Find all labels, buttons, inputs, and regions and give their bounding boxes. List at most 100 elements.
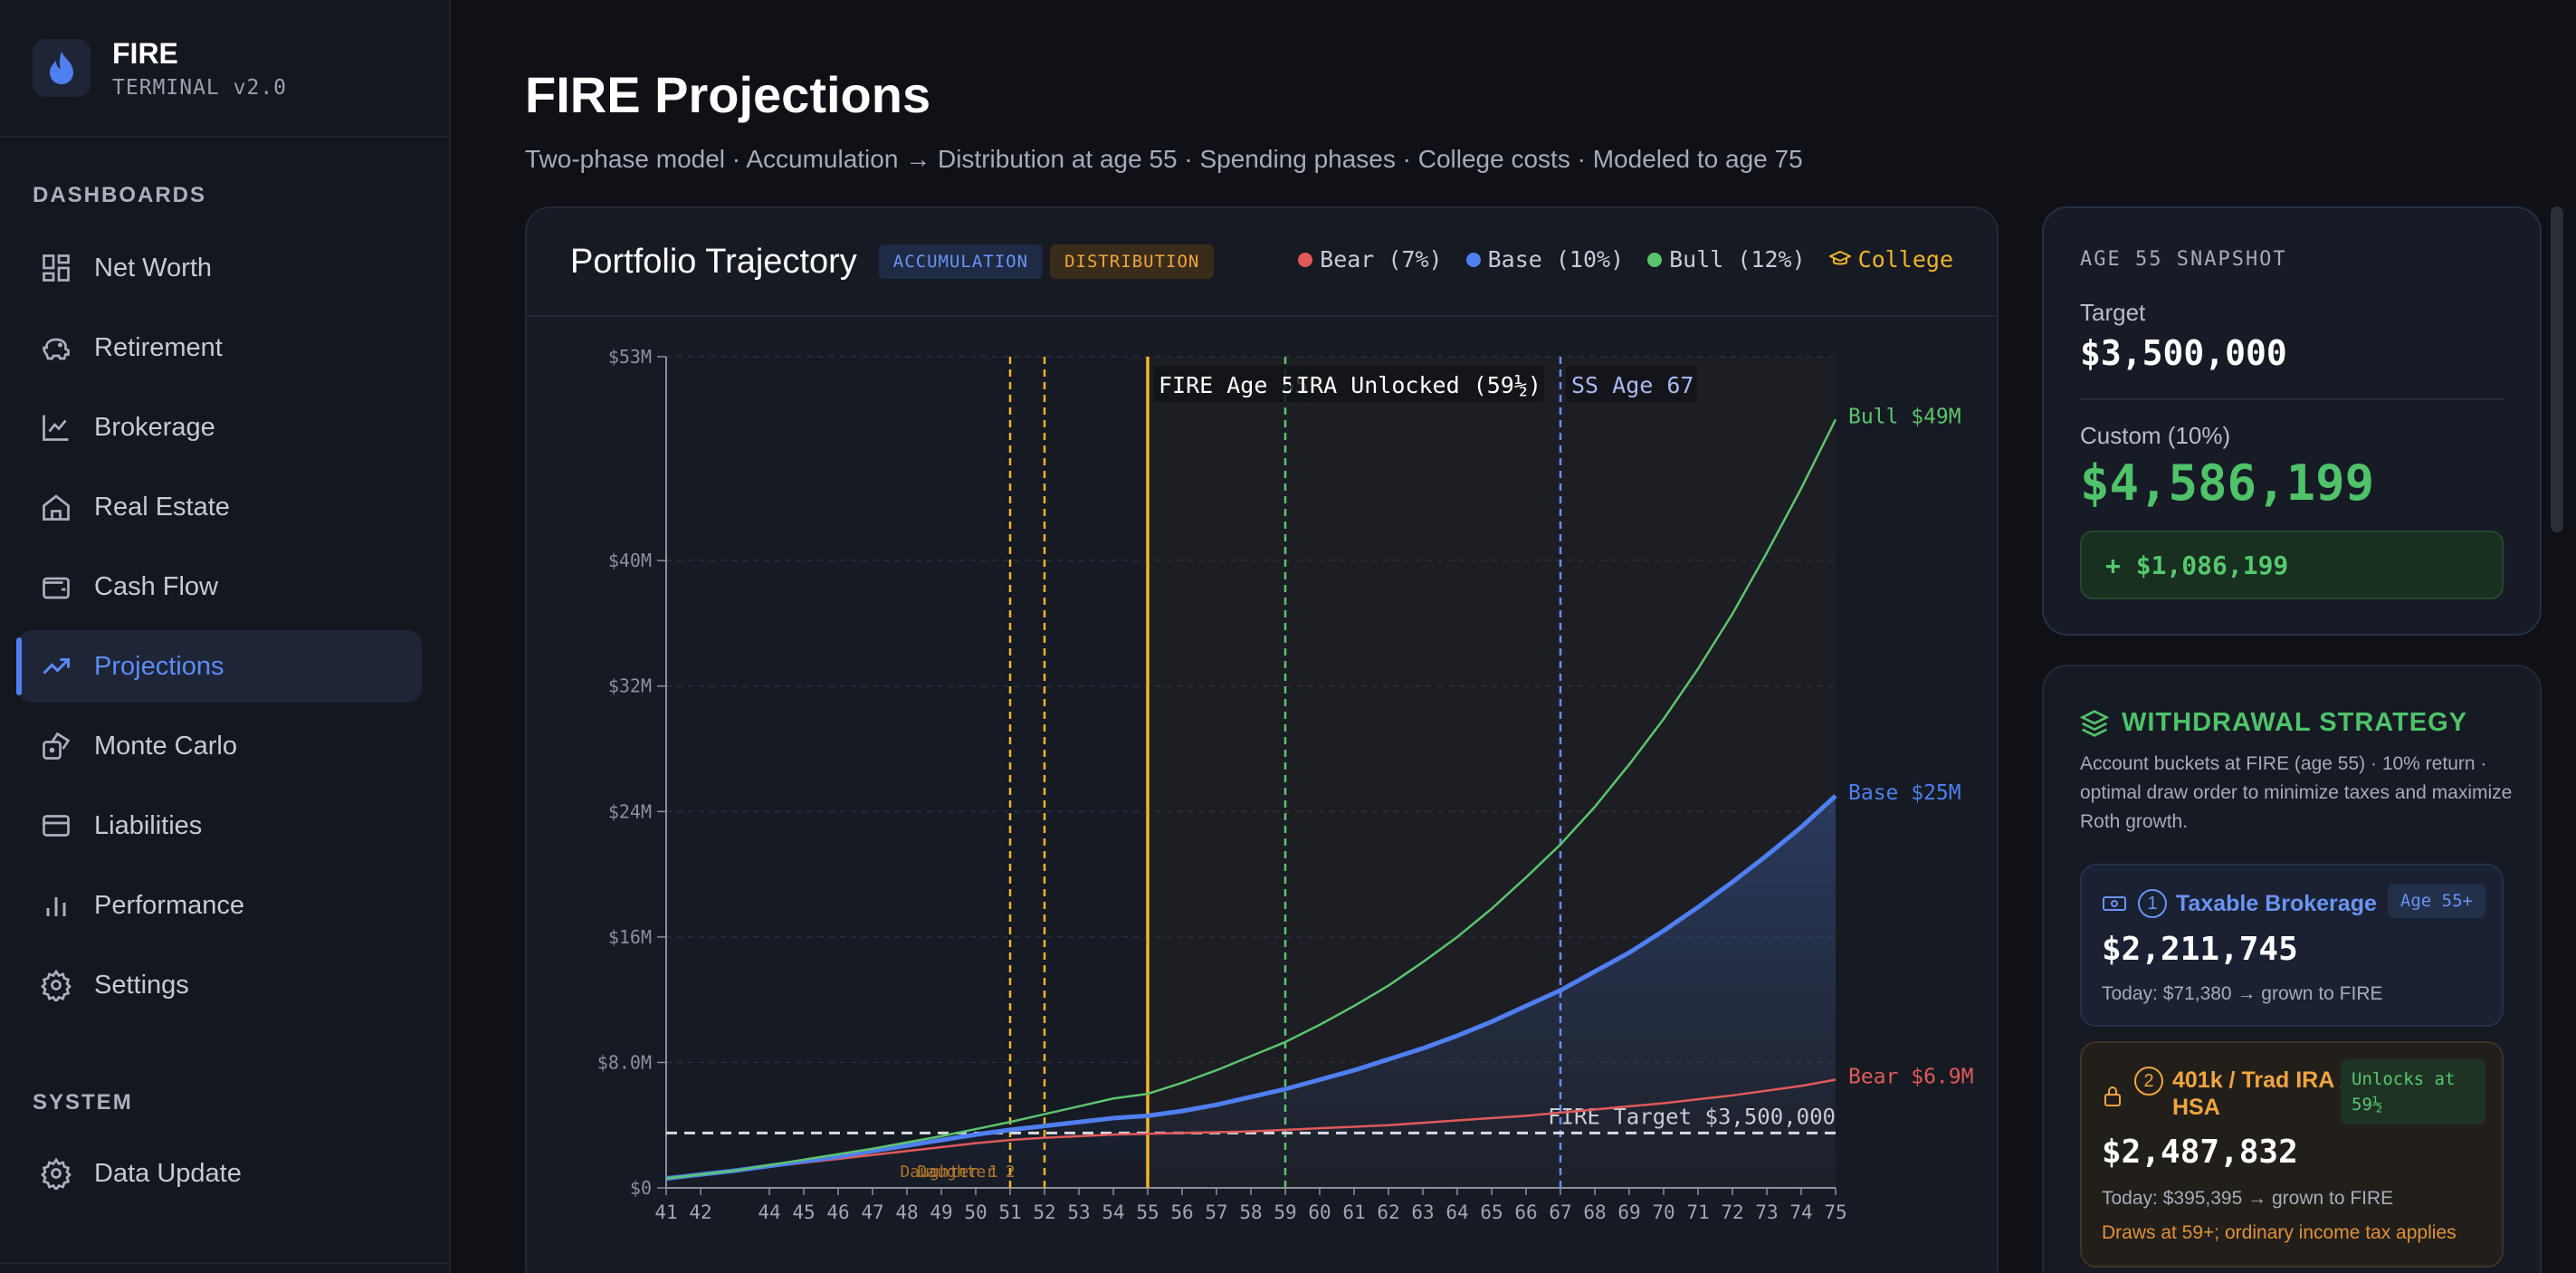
trajectory-chart: $0 $8.0M $16M $24M $32M $40M $53M 41 42 44 45 46 47 4… <box>597 346 1974 1223</box>
x-tick-label: 45 <box>792 1201 815 1223</box>
page-subtitle: Two-phase model · Accumulation → Distrib… <box>525 145 1803 173</box>
sidebar-item-settings[interactable]: Settings <box>18 949 422 1021</box>
sidebar-item-label: Performance <box>94 890 245 920</box>
legend-bull[interactable]: Bull (12%) <box>1647 246 1806 273</box>
credit-card-icon <box>43 815 70 837</box>
sidebar-item-label: Liabilities <box>94 810 203 840</box>
x-tick-label: 55 <box>1136 1201 1159 1223</box>
y-tick-label: $24M <box>608 800 652 822</box>
sidebar-item-brokerage[interactable]: Brokerage <box>18 391 422 464</box>
sidebar-item-retirement[interactable]: Retirement <box>18 311 422 384</box>
sidebar: FIRE TERMINAL v2.0 DASHBOARDS Net Worth … <box>0 0 451 1273</box>
bucket-badge: Age 55+ <box>2387 884 2485 918</box>
page-title: FIRE Projections <box>525 66 931 123</box>
legend-college[interactable]: College <box>1828 246 1953 273</box>
bucket-today: Today: $71,380 → grown to FIRE <box>2102 983 2383 1004</box>
x-tick-label: 65 <box>1480 1201 1503 1223</box>
legend-dot <box>1298 252 1313 267</box>
sidebar-item-label: Brokerage <box>94 412 215 442</box>
sidebar-item-cash-flow[interactable]: Cash Flow <box>18 550 422 623</box>
x-tick-label: 62 <box>1377 1201 1399 1223</box>
grid-icon <box>43 254 70 282</box>
sidebar-item-net-worth[interactable]: Net Worth <box>18 232 422 304</box>
graduation-cap-icon <box>1828 250 1851 264</box>
x-tick-label: 70 <box>1652 1201 1674 1223</box>
brand-title: FIRE <box>112 36 178 70</box>
series-end-label: Bear $6.9M <box>1848 1065 1973 1088</box>
lock-icon <box>2104 1086 2121 1106</box>
sidebar-item-label: Settings <box>94 970 189 1000</box>
x-tick-label: 51 <box>998 1201 1021 1223</box>
portfolio-trajectory-card: Portfolio Trajectory ACCUMULATION DISTRI… <box>525 206 1999 1273</box>
x-tick-label: 47 <box>861 1201 883 1223</box>
series-line-0 <box>665 1078 1837 1180</box>
series-line-2 <box>665 418 1837 1180</box>
legend-bear[interactable]: Bear (7%) <box>1298 246 1443 273</box>
layers-icon <box>2080 709 2109 737</box>
custom-label: Custom (10%) <box>2080 422 2231 449</box>
x-tick-label: 67 <box>1549 1201 1571 1223</box>
bucket-header: 2 401k / Trad IRA / HSA <box>2102 1067 2371 1121</box>
withdrawal-strategy-card: WITHDRAWAL STRATEGY Account buckets at F… <box>2042 665 2542 1273</box>
bucket-note: Draws at 59+; ordinary income tax applie… <box>2102 1222 2457 1243</box>
sidebar-item-performance[interactable]: Performance <box>18 869 422 942</box>
snapshot-label: AGE 55 SNAPSHOT <box>2080 248 2287 271</box>
piggy-bank-icon <box>43 338 70 360</box>
x-tick-label: 69 <box>1617 1201 1640 1223</box>
legend-dot <box>1465 252 1481 267</box>
x-tick-label: 54 <box>1102 1201 1124 1223</box>
series-end-label: Base $25M <box>1848 781 1961 805</box>
cash-icon <box>2103 896 2126 911</box>
college-label: Daughter 1 <box>900 1163 997 1182</box>
legend-dot <box>1647 252 1663 267</box>
x-tick-label: 42 <box>689 1201 711 1223</box>
gear-icon <box>41 1157 72 1190</box>
y-tick-label: $40M <box>608 550 652 571</box>
legend-label: Base (10%) <box>1487 246 1625 273</box>
target-label: Target <box>2080 299 2146 326</box>
dice-icon <box>43 732 71 760</box>
withdrawal-title: WITHDRAWAL STRATEGY <box>2122 708 2468 737</box>
withdrawal-header: WITHDRAWAL STRATEGY <box>2080 708 2467 738</box>
age-55-snapshot-card: AGE 55 SNAPSHOT Target $3,500,000 Custom… <box>2042 206 2542 636</box>
bucket-401k-ira-hsa[interactable]: 2 401k / Trad IRA / HSA Unlocks at 59½ $… <box>2080 1041 2504 1268</box>
bucket-taxable-brokerage[interactable]: 1 Taxable Brokerage Age 55+ $2,211,745 T… <box>2080 864 2504 1027</box>
legend-base[interactable]: Base (10%) <box>1465 246 1625 273</box>
sidebar-item-label: Cash Flow <box>94 571 218 601</box>
bucket-value: $2,211,745 <box>2102 931 2298 968</box>
home-icon <box>43 494 70 521</box>
bar-chart-icon <box>46 897 66 916</box>
bucket-name: Taxable Brokerage <box>2176 890 2377 916</box>
x-tick-label: 46 <box>826 1201 849 1223</box>
brand-subtitle: TERMINAL v2.0 <box>112 75 288 100</box>
x-tick-label: 60 <box>1308 1201 1331 1223</box>
marker-label-bg <box>1291 366 1544 402</box>
sidebar-item-liabilities[interactable]: Liabilities <box>18 790 422 862</box>
withdrawal-description: Account buckets at FIRE (age 55) · 10% r… <box>2080 753 2513 832</box>
scrollbar[interactable] <box>2551 206 2563 532</box>
sidebar-item-projections[interactable]: Projections <box>16 630 422 703</box>
y-tick-label: $8.0M <box>597 1051 652 1073</box>
sidebar-item-label: Projections <box>94 651 224 681</box>
marker-label-bg <box>1566 366 1697 402</box>
bucket-value: $2,487,832 <box>2102 1134 2298 1171</box>
x-tick-label: 50 <box>964 1201 987 1223</box>
y-tick-label: $53M <box>608 346 652 368</box>
bucket-header: 1 Taxable Brokerage <box>2102 889 2377 918</box>
sidebar-item-label: Monte Carlo <box>94 731 237 761</box>
x-tick-label: 74 <box>1789 1201 1812 1223</box>
x-tick-label: 53 <box>1067 1201 1090 1223</box>
x-tick-label: 63 <box>1411 1201 1434 1223</box>
sidebar-item-real-estate[interactable]: Real Estate <box>18 471 422 543</box>
accumulation-pill: ACCUMULATION <box>878 244 1044 279</box>
x-tick-label: 61 <box>1342 1201 1365 1223</box>
fire-target-label: FIRE Target $3,500,000 <box>1548 1104 1836 1129</box>
marker-label-67: SS Age 67 <box>1571 372 1693 398</box>
delta-badge: + $1,086,199 <box>2080 531 2504 599</box>
sidebar-item-label: Data Update <box>94 1158 242 1188</box>
brand: FIRE TERMINAL v2.0 <box>0 0 449 138</box>
y-tick-label: $0 <box>630 1177 652 1199</box>
marker-label-55: FIRE Age 55 <box>1159 372 1309 398</box>
sidebar-item-data-update[interactable]: Data Update <box>18 1137 422 1210</box>
sidebar-item-monte-carlo[interactable]: Monte Carlo <box>18 710 422 782</box>
